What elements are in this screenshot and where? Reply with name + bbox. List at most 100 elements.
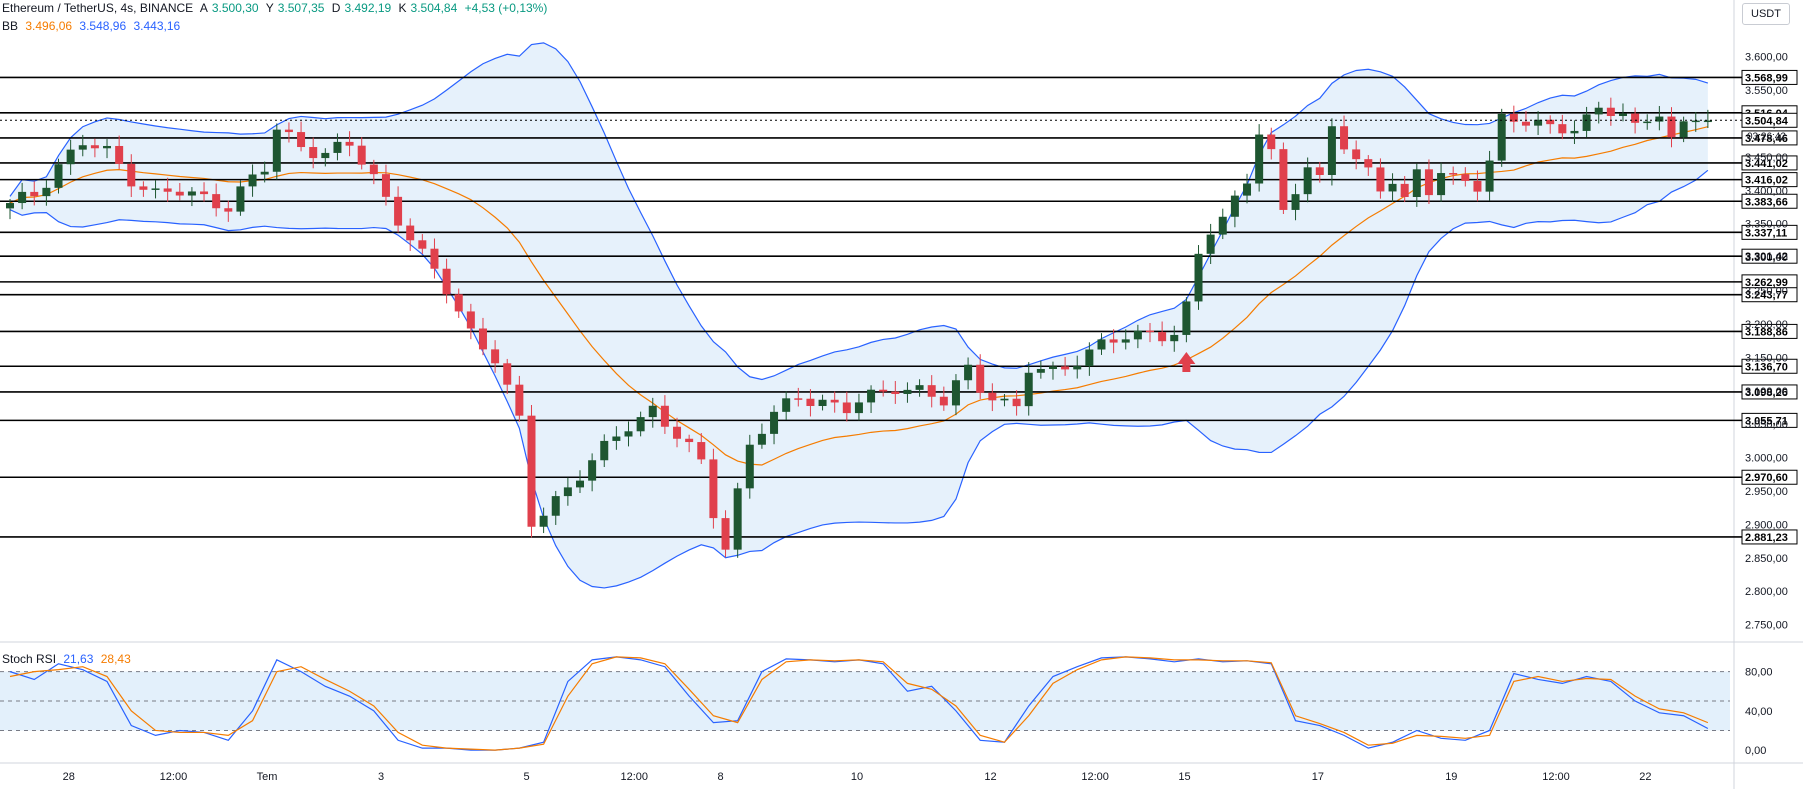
candle xyxy=(1267,134,1276,150)
candle xyxy=(903,389,912,394)
candle xyxy=(1061,366,1070,370)
candle xyxy=(1085,349,1094,367)
candle xyxy=(551,496,560,516)
bb-lower-value: 3.443,16 xyxy=(133,19,181,33)
candle xyxy=(1218,216,1227,235)
rsi-legend[interactable]: Stoch RSI 21,63 28,43 xyxy=(2,652,135,666)
candle xyxy=(1109,339,1118,343)
candle xyxy=(6,203,14,209)
candle xyxy=(1340,126,1349,150)
candle xyxy=(418,240,427,249)
price-tick-label: 3.250,00 xyxy=(1745,286,1788,298)
candle xyxy=(782,398,791,412)
candle xyxy=(175,191,184,196)
candle xyxy=(733,488,742,550)
candle xyxy=(1036,369,1045,373)
price-tick-label: 3.350,00 xyxy=(1745,219,1788,231)
candle xyxy=(1315,167,1324,175)
time-tick-label: 12 xyxy=(984,771,996,783)
candle xyxy=(466,311,475,329)
level-label: 2.970,60 xyxy=(1745,472,1788,484)
candle xyxy=(1243,183,1252,196)
price-tick-label: 3.300,00 xyxy=(1745,252,1788,264)
candle xyxy=(200,191,209,195)
candle xyxy=(1291,194,1300,210)
candle xyxy=(588,460,597,481)
level-label: 3.055,71 xyxy=(1745,415,1788,427)
candle xyxy=(1631,113,1640,123)
level-label: 3.478,46 xyxy=(1745,133,1788,145)
bar-countdown-label: 03:26:42 xyxy=(1747,131,1786,142)
time-tick-label: 12:00 xyxy=(1081,771,1109,783)
candle xyxy=(1024,372,1033,407)
current-price-label: 3.504,84 xyxy=(1745,115,1789,127)
candle xyxy=(284,129,293,133)
candle xyxy=(54,164,63,188)
candle xyxy=(78,145,87,150)
candle xyxy=(988,392,997,401)
time-tick-label: 17 xyxy=(1312,771,1324,783)
level-label: 3.416,02 xyxy=(1745,175,1788,187)
price-tick-label: 3.100,00 xyxy=(1745,386,1788,398)
level-tag xyxy=(1741,69,1798,85)
bb-legend[interactable]: BB 3.496,06 3.548,96 3.443,16 xyxy=(2,19,184,33)
candle xyxy=(1327,126,1336,175)
candle xyxy=(1679,121,1688,138)
candle xyxy=(1279,149,1288,210)
close-label: K xyxy=(398,1,407,15)
candle xyxy=(454,294,463,312)
candle xyxy=(709,459,718,519)
bb-upper-value: 3.548,96 xyxy=(79,19,127,33)
price-tick-label: 2.950,00 xyxy=(1745,486,1788,498)
time-tick-label: 12:00 xyxy=(621,771,649,783)
candle xyxy=(745,444,754,489)
candle xyxy=(818,399,827,407)
candle xyxy=(503,363,512,385)
candle xyxy=(794,398,803,400)
up-arrow-marker xyxy=(1177,352,1196,373)
candle xyxy=(151,188,160,190)
candle xyxy=(139,186,148,190)
candle xyxy=(1376,167,1385,192)
level-label: 3.337,11 xyxy=(1745,227,1787,239)
candle xyxy=(1206,234,1215,254)
level-label: 3.441,02 xyxy=(1745,158,1788,170)
level-tag xyxy=(1741,172,1798,188)
time-tick-label: 15 xyxy=(1178,771,1190,783)
price-tick-label: 3.400,00 xyxy=(1745,185,1788,197)
candle xyxy=(939,396,948,406)
level-label: 3.383,66 xyxy=(1745,196,1788,208)
close-value: 3.504,84 xyxy=(410,1,458,15)
price-tick-label: 3.200,00 xyxy=(1745,319,1788,331)
level-tag xyxy=(1741,130,1798,146)
candle xyxy=(345,141,354,146)
change-value: +4,53 (+0,13%) xyxy=(464,1,548,15)
candle xyxy=(891,391,900,394)
level-tag xyxy=(1741,224,1798,240)
level-label: 3.243,77 xyxy=(1745,290,1788,302)
level-tag xyxy=(1741,412,1798,428)
price-tick-label: 2.800,00 xyxy=(1745,586,1788,598)
level-tag xyxy=(1741,155,1798,171)
level-tag xyxy=(1741,193,1798,209)
rsi-tick-label: 40,00 xyxy=(1745,706,1773,718)
time-tick-label: 3 xyxy=(378,771,384,783)
candle xyxy=(297,132,306,148)
candle xyxy=(1570,130,1579,134)
candle xyxy=(478,328,487,350)
candle xyxy=(1146,330,1154,333)
candle xyxy=(1230,195,1239,217)
candle xyxy=(927,385,936,397)
candle xyxy=(1364,159,1373,168)
candle xyxy=(236,186,245,212)
candle xyxy=(381,174,390,197)
level-label: 2.881,23 xyxy=(1745,532,1788,544)
rsi-d-value: 28,43 xyxy=(100,652,131,666)
currency-unit-button[interactable]: USDT xyxy=(1742,3,1790,25)
candle xyxy=(879,389,888,392)
candle xyxy=(1667,116,1676,138)
level-tag xyxy=(1741,469,1798,485)
candle xyxy=(563,487,572,497)
time-tick-label: 28 xyxy=(63,771,75,783)
